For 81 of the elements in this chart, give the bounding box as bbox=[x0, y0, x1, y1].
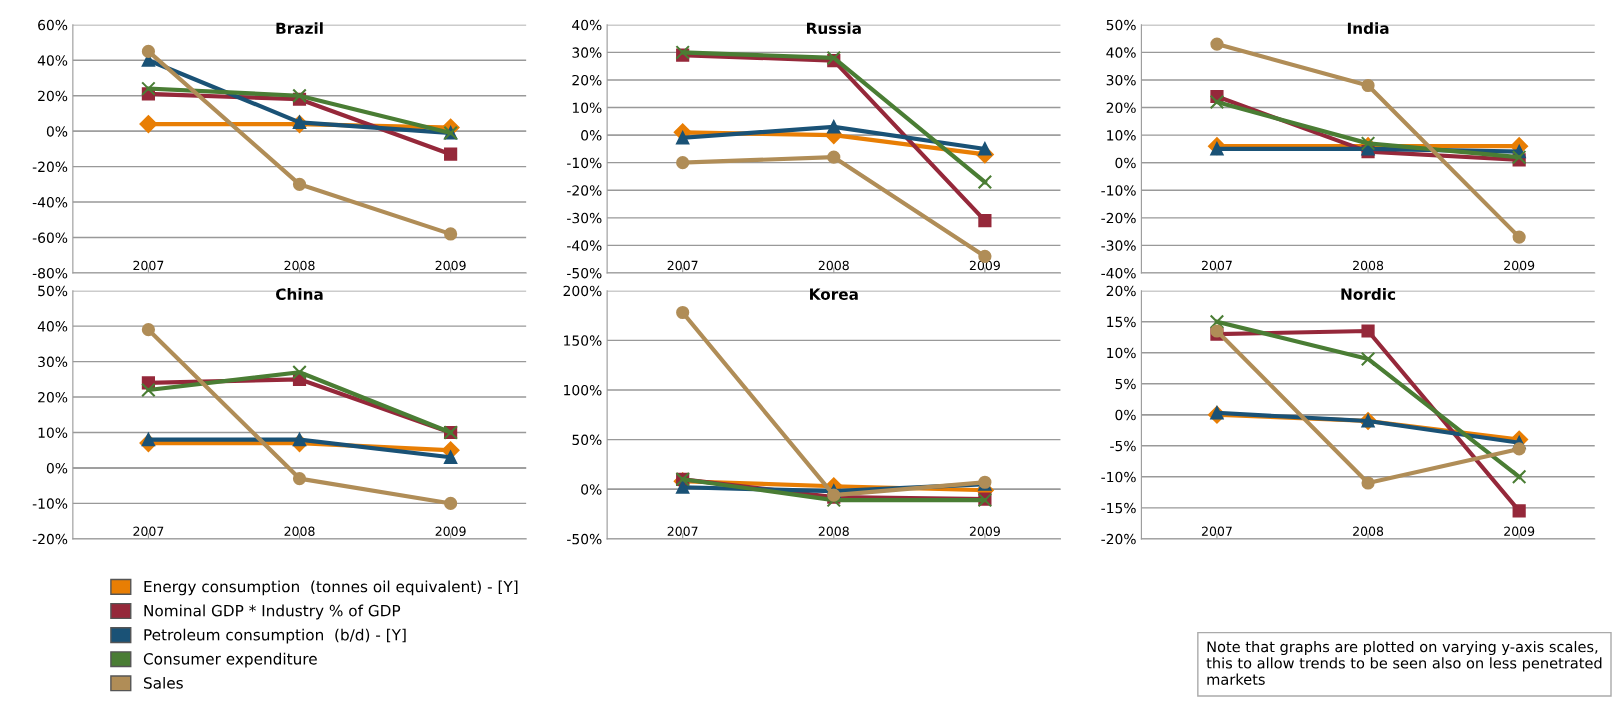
x-tick-label: 2007 bbox=[667, 526, 698, 537]
y-tick-label: -30% bbox=[567, 212, 602, 224]
y-tick-label: -40% bbox=[1101, 267, 1136, 279]
x-tick-label: 2009 bbox=[1504, 526, 1535, 537]
y-tick-label: -10% bbox=[567, 157, 602, 169]
legend-label: Energy consumption (tonnes oil equivalent) - [Y] bbox=[144, 580, 518, 596]
x-tick-label: 2008 bbox=[284, 260, 315, 271]
x-tick-label: 2008 bbox=[818, 526, 849, 537]
y-tick-label: 60% bbox=[38, 19, 68, 31]
y-tick-label: 5% bbox=[1115, 378, 1136, 390]
y-tick-label: 10% bbox=[1107, 130, 1136, 141]
x-tick-label: 2008 bbox=[1353, 260, 1384, 271]
y-tick-label: 30% bbox=[38, 356, 68, 368]
y-tick-label: 20% bbox=[38, 90, 68, 102]
y-tick-label: 15% bbox=[1107, 316, 1136, 328]
y-tick-label: 30% bbox=[1106, 74, 1136, 86]
y-tick-label: -10% bbox=[1101, 185, 1136, 196]
x-tick-label: 2007 bbox=[667, 260, 698, 271]
x-tick-label: 2009 bbox=[435, 526, 466, 537]
x-tick-label: 2009 bbox=[435, 260, 466, 271]
y-tick-label: 40% bbox=[37, 55, 68, 66]
y-tick-label: -20% bbox=[32, 533, 68, 545]
y-tick-label: 20% bbox=[1106, 102, 1136, 114]
y-tick-label: -10% bbox=[1101, 471, 1136, 483]
y-tick-label: -80% bbox=[32, 267, 68, 279]
y-tick-label: -10% bbox=[32, 498, 68, 509]
x-tick-label: 2008 bbox=[284, 526, 315, 537]
x-tick-label: 2009 bbox=[969, 526, 1000, 537]
legend-label: Nominal GDP * Industry % of GDP bbox=[144, 604, 401, 620]
chart-title: Nordic bbox=[1341, 288, 1396, 300]
y-tick-label: -40% bbox=[567, 240, 602, 251]
y-tick-label: 40% bbox=[37, 321, 68, 332]
y-tick-label: 0% bbox=[581, 484, 602, 495]
x-tick-label: 2009 bbox=[1504, 260, 1535, 271]
x-tick-label: 2007 bbox=[1201, 526, 1232, 537]
y-tick-label: -15% bbox=[1101, 502, 1136, 514]
y-tick-label: 10% bbox=[38, 427, 68, 438]
x-tick-label: 2007 bbox=[133, 260, 164, 271]
y-tick-label: 30% bbox=[572, 47, 602, 58]
x-tick-label: 2008 bbox=[818, 260, 849, 271]
y-tick-label: -60% bbox=[32, 232, 68, 243]
y-tick-label: 0% bbox=[1115, 409, 1136, 421]
legend-label: Petroleum consumption (b/d) - [Y] bbox=[144, 628, 406, 644]
y-tick-label: -50% bbox=[567, 533, 602, 545]
text: Note that graphs are plotted on varying y-axis scales, this to allow trends to be seen also on less penetrated markets bbox=[1206, 640, 1602, 685]
y-tick-label: -20% bbox=[32, 161, 68, 173]
y-tick-label: -20% bbox=[1101, 212, 1136, 224]
x-tick-label: 2007 bbox=[133, 526, 164, 537]
y-tick-label: 100% bbox=[564, 384, 602, 396]
y-tick-label: 40% bbox=[572, 19, 602, 31]
y-tick-label: 20% bbox=[1106, 285, 1136, 297]
x-tick-label: 2008 bbox=[1353, 526, 1384, 537]
y-tick-label: 50% bbox=[572, 434, 602, 446]
x-tick-label: 2007 bbox=[1201, 260, 1232, 271]
y-tick-label: 50% bbox=[1106, 19, 1136, 31]
x-tick-label: 2009 bbox=[969, 260, 1000, 271]
y-tick-label: -5% bbox=[1110, 440, 1136, 452]
y-tick-label: -40% bbox=[32, 197, 68, 208]
y-tick-label: 200% bbox=[563, 285, 602, 297]
y-tick-label: 0% bbox=[581, 130, 602, 141]
y-tick-label: 150% bbox=[564, 335, 602, 346]
y-tick-label: 40% bbox=[1106, 47, 1136, 58]
y-tick-label: 0% bbox=[1115, 157, 1136, 169]
chart-title: India bbox=[1347, 22, 1389, 35]
chart-title: Brazil bbox=[276, 22, 323, 35]
legend-label: Consumer expenditure bbox=[143, 652, 317, 668]
y-tick-label: -50% bbox=[567, 267, 602, 279]
y-tick-label: -30% bbox=[1101, 240, 1136, 251]
y-tick-label: 20% bbox=[38, 392, 68, 403]
y-tick-label: 10% bbox=[1107, 347, 1136, 359]
y-tick-label: 0% bbox=[46, 126, 68, 137]
chart-title: China bbox=[276, 288, 323, 300]
y-tick-label: -20% bbox=[567, 185, 602, 196]
y-tick-label: 50% bbox=[38, 285, 68, 297]
chart-title: Russia bbox=[807, 22, 861, 35]
legend-label: Sales bbox=[143, 676, 183, 689]
y-tick-label: 0% bbox=[46, 462, 68, 474]
chart-title: Korea bbox=[810, 288, 858, 300]
y-tick-label: -20% bbox=[1101, 533, 1136, 545]
y-tick-label: 20% bbox=[572, 74, 602, 86]
y-tick-label: 10% bbox=[572, 102, 602, 114]
